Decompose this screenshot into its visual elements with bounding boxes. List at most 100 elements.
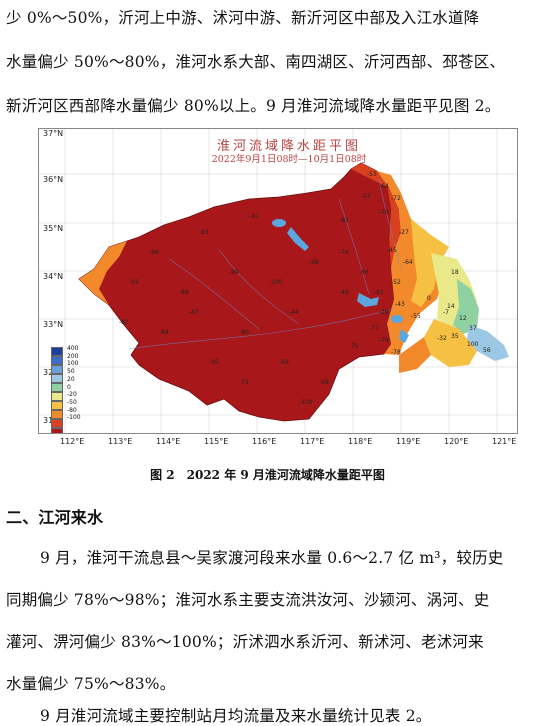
legend-swatch (51, 347, 63, 356)
figure-caption: 图 2 2022 年 9 月淮河流域降水量距平图 (150, 468, 385, 482)
station-value: -69 (279, 359, 289, 366)
map-subtitle: 2022年9月1日08时—10月1日08时 (211, 154, 367, 165)
station-value: -45 (387, 247, 397, 254)
station-value: 37 (469, 325, 477, 332)
legend-label: 0 (67, 383, 71, 391)
paragraph-2-line-2: 同期偏少 78%～98%；淮河水系主要支流洪汝河、沙颍河、涡河、史 (6, 591, 490, 609)
station-value: -53 (367, 171, 377, 178)
lat-label-34: 34°N (43, 272, 64, 281)
map-title: 淮河流域降水距平图 (216, 139, 361, 154)
station-value: -93 (199, 229, 209, 236)
legend-swatch (51, 410, 63, 419)
lon-label-118: 118°E (348, 437, 373, 446)
legend-label: -80 (67, 406, 77, 414)
station-value: 14 (447, 303, 455, 310)
station-value: -100 (269, 279, 283, 286)
lat-label-35: 35°N (43, 224, 64, 233)
station-value: -29 (379, 309, 389, 316)
legend-label: 100 (67, 360, 79, 368)
lon-label-119: 119°E (396, 437, 421, 446)
station-value: -64 (379, 183, 389, 190)
paragraph-1-line-2: 水量偏少 50%～80%，淮河水系大部、南四湖区、沂河西部、邳苍区、 (6, 53, 506, 71)
station-value: -84 (159, 329, 169, 336)
legend-label: 20 (67, 375, 75, 383)
legend-label: -50 (67, 398, 77, 406)
lon-label-113: 113°E (108, 437, 133, 446)
section-heading: 二、江河来水 (6, 508, 104, 527)
lat-label-36: 36°N (43, 175, 64, 184)
station-value: -89 (179, 289, 189, 296)
lon-label-114: 114°E (156, 437, 181, 446)
southeast-orange-region (399, 337, 431, 373)
legend-label: 200 (67, 352, 79, 360)
station-value: -96 (149, 249, 159, 256)
legend-labels: 400 200 100 50 20 0 -20 -50 -80 -100 (67, 345, 81, 422)
station-value: -61 (374, 289, 384, 296)
northeast-red-region (351, 163, 401, 269)
station-value: -58 (319, 379, 329, 386)
station-value: -98 (309, 259, 319, 266)
coastal-blue-region (467, 325, 509, 361)
legend-label: 400 (67, 345, 79, 352)
station-value: 12 (459, 315, 467, 322)
paragraph-1-line-3: 新沂河区西部降水量偏少 80%以上。9 月淮河流域降水量距平见图 2。 (6, 97, 501, 115)
station-value: -55 (411, 313, 421, 320)
station-value: -49 (339, 289, 349, 296)
paragraph-3-line-1: 9 月淮河流域主要控制站月均流量及来水量统计见表 2。 (40, 707, 432, 725)
station-value: -80 (239, 329, 249, 336)
station-value: -75 (349, 343, 359, 350)
station-value: -99 (229, 269, 239, 276)
station-value: -64 (403, 259, 413, 266)
legend-swatch (51, 356, 63, 365)
station-value: -100 (299, 399, 313, 406)
station-value: -92 (129, 279, 139, 286)
station-value: -95 (209, 359, 219, 366)
rivers (128, 178, 402, 350)
station-value: -66 (359, 269, 369, 276)
station-value: -73 (239, 379, 249, 386)
station-value: -44 (289, 309, 299, 316)
station-value: -74 (339, 249, 349, 256)
station-value: -27 (399, 229, 409, 236)
station-value: 0 (427, 295, 431, 302)
paragraph-2-line-3: 灌河、淠河偏少 83%～100%；沂沭泗水系沂河、新沭河、老沭河来 (6, 633, 484, 651)
station-value: -77 (369, 325, 379, 332)
station-value: -78 (391, 349, 401, 356)
map-canvas (39, 129, 517, 433)
station-value: -82 (119, 319, 129, 326)
legend-label: -20 (67, 391, 77, 399)
station-value: -43 (395, 301, 405, 308)
station-value: 18 (451, 269, 459, 276)
precipitation-anomaly-map: 淮河流域降水距平图 2022年9月1日08时—10月1日08时 37°N 36°… (38, 128, 518, 434)
station-value: -52 (391, 279, 401, 286)
map-legend (51, 347, 65, 433)
paragraph-1-line-1: 少 0%～50%，沂河上中游、沭河中游、新沂河区中部及入江水道降 (6, 9, 480, 27)
east-green-region (453, 279, 479, 334)
legend-swatch (51, 365, 63, 374)
lakes (272, 219, 409, 343)
legend-label: 50 (67, 368, 75, 376)
station-value: -81 (339, 217, 349, 224)
lon-label-115: 115°E (204, 437, 229, 446)
station-value: 100 (467, 341, 479, 348)
western-rim-region (79, 241, 127, 305)
station-value: -70 (379, 209, 389, 216)
lon-label-117: 117°E (300, 437, 325, 446)
lat-label-33: 33°N (43, 320, 64, 329)
paragraph-2-line-4: 水量偏少 75%～83%。 (6, 675, 176, 693)
station-value: -72 (391, 195, 401, 202)
station-value: -79 (379, 337, 389, 344)
legend-swatch (51, 428, 63, 433)
legend-swatch (51, 374, 63, 383)
station-value: -91 (249, 213, 259, 220)
station-value: -32 (437, 335, 447, 342)
lon-label-112: 112°E (60, 437, 85, 446)
lon-label-116: 116°E (252, 437, 277, 446)
station-value: 56 (483, 347, 491, 354)
station-value: -57 (361, 193, 371, 200)
station-value: -87 (189, 309, 199, 316)
lon-label-121: 121°E (492, 437, 517, 446)
lon-label-120: 120°E (444, 437, 469, 446)
lat-label-37: 37°N (43, 129, 64, 138)
east-amber-region (411, 219, 449, 307)
